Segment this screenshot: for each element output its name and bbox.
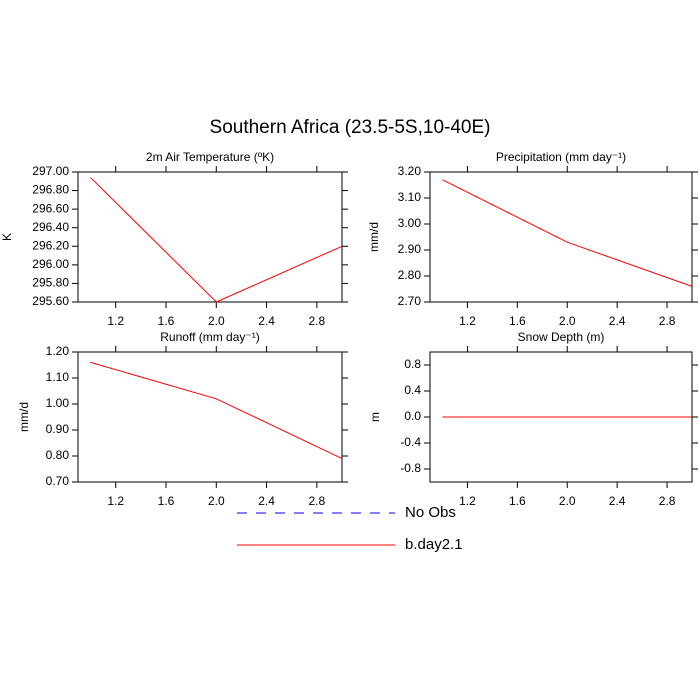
y-tick-label: 1.20 [46, 344, 70, 358]
y-tick-label: 0.80 [46, 448, 70, 462]
y-tick-label: 296.80 [32, 183, 69, 197]
x-tick-label: 2.8 [309, 314, 326, 328]
y-tick-label: 296.20 [32, 238, 69, 252]
y-tick-label: 2.80 [398, 268, 422, 282]
y-tick-label: 3.20 [398, 164, 422, 178]
panel-title: 2m Air Temperature (ºK) [146, 150, 274, 164]
x-tick-label: 1.2 [107, 494, 124, 508]
y-tick-label: 0.90 [46, 422, 70, 436]
y-tick-label: 2.70 [398, 294, 422, 308]
x-tick-label: 2.8 [309, 494, 326, 508]
y-tick-label: 295.60 [32, 294, 69, 308]
y-tick-label: 0.4 [404, 383, 421, 397]
y-tick-label: 1.10 [46, 370, 70, 384]
y-axis-label: mm/d [367, 222, 381, 252]
y-axis-label: mm/d [17, 402, 31, 432]
panel-title: Runoff (mm day⁻¹) [160, 330, 259, 344]
y-tick-label: 3.00 [398, 216, 422, 230]
y-tick-label: -0.4 [400, 435, 421, 449]
x-tick-label: 2.0 [208, 494, 225, 508]
x-tick-label: 1.2 [459, 494, 476, 508]
x-tick-label: 1.2 [459, 314, 476, 328]
legend-label: b.day2.1 [405, 536, 463, 553]
y-axis-label: m [368, 412, 382, 422]
x-tick-label: 2.4 [609, 314, 626, 328]
plot-frame [429, 171, 693, 303]
plot-frame [77, 351, 343, 483]
data-line [442, 179, 693, 287]
x-tick-label: 2.4 [258, 314, 275, 328]
x-tick-label: 2.4 [609, 494, 626, 508]
y-axis-label: K [0, 233, 14, 241]
x-tick-label: 1.6 [509, 314, 526, 328]
y-tick-label: 0.70 [46, 474, 70, 488]
y-tick-label: 1.00 [46, 396, 70, 410]
x-tick-label: 1.6 [509, 494, 526, 508]
x-tick-label: 2.4 [258, 494, 275, 508]
y-tick-label: 296.60 [32, 201, 69, 215]
data-line [90, 177, 343, 303]
x-tick-label: 2.0 [208, 314, 225, 328]
y-tick-label: 296.40 [32, 220, 69, 234]
data-line [90, 361, 343, 460]
x-tick-label: 2.0 [559, 494, 576, 508]
y-tick-label: 2.90 [398, 242, 422, 256]
x-tick-label: 2.0 [559, 314, 576, 328]
y-tick-label: 3.10 [398, 190, 422, 204]
y-tick-label: 297.00 [32, 164, 69, 178]
x-tick-label: 2.8 [659, 314, 676, 328]
panel-title: Precipitation (mm day⁻¹) [496, 150, 626, 164]
x-tick-label: 1.6 [158, 314, 175, 328]
legend-label: No Obs [405, 504, 456, 521]
y-tick-label: 296.00 [32, 257, 69, 271]
panel-title: Snow Depth (m) [518, 330, 605, 344]
x-tick-label: 1.2 [107, 314, 124, 328]
x-tick-label: 1.6 [158, 494, 175, 508]
plot-frame [77, 171, 343, 303]
figure-title: Southern Africa (23.5-5S,10-40E) [210, 117, 491, 138]
x-tick-label: 2.8 [659, 494, 676, 508]
y-tick-label: 0.0 [404, 409, 421, 423]
y-tick-label: 0.8 [404, 357, 421, 371]
y-tick-label: 295.80 [32, 276, 69, 290]
y-tick-label: -0.8 [400, 461, 421, 475]
